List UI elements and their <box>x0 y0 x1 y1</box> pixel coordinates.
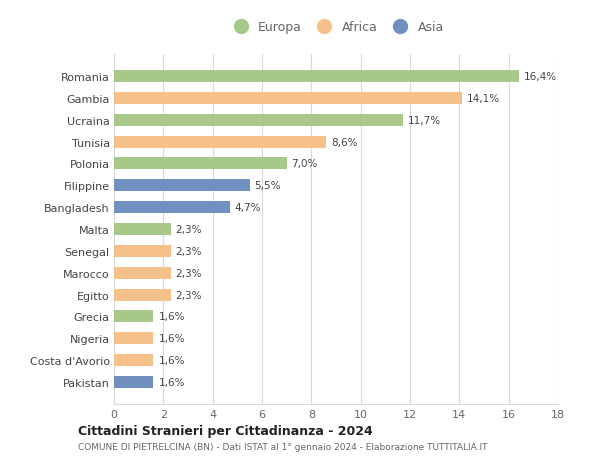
Text: Cittadini Stranieri per Cittadinanza - 2024: Cittadini Stranieri per Cittadinanza - 2… <box>78 424 373 437</box>
Text: 16,4%: 16,4% <box>523 72 557 82</box>
Bar <box>114 267 171 279</box>
Bar <box>114 289 171 301</box>
Bar <box>114 311 154 323</box>
Text: 14,1%: 14,1% <box>467 94 500 104</box>
Text: COMUNE DI PIETRELCINA (BN) - Dati ISTAT al 1° gennaio 2024 - Elaborazione TUTTIT: COMUNE DI PIETRELCINA (BN) - Dati ISTAT … <box>78 442 487 451</box>
Text: 2,3%: 2,3% <box>176 224 202 235</box>
Text: 4,7%: 4,7% <box>235 203 262 213</box>
Bar <box>114 354 154 366</box>
Bar <box>114 180 250 192</box>
Bar <box>114 224 171 235</box>
Bar <box>114 115 403 127</box>
Bar <box>114 71 518 83</box>
Text: 1,6%: 1,6% <box>158 377 185 387</box>
Text: 8,6%: 8,6% <box>331 137 358 147</box>
Text: 11,7%: 11,7% <box>407 116 440 125</box>
Bar <box>114 245 171 257</box>
Text: 2,3%: 2,3% <box>176 268 202 278</box>
Text: 2,3%: 2,3% <box>176 246 202 256</box>
Legend: Europa, Africa, Asia: Europa, Africa, Asia <box>223 16 449 39</box>
Text: 5,5%: 5,5% <box>254 181 281 191</box>
Text: 1,6%: 1,6% <box>158 334 185 343</box>
Bar <box>114 158 287 170</box>
Bar <box>114 202 230 214</box>
Text: 7,0%: 7,0% <box>292 159 318 169</box>
Bar <box>114 93 462 105</box>
Bar <box>114 376 154 388</box>
Text: 1,6%: 1,6% <box>158 355 185 365</box>
Bar <box>114 332 154 344</box>
Text: 1,6%: 1,6% <box>158 312 185 322</box>
Bar <box>114 136 326 148</box>
Text: 2,3%: 2,3% <box>176 290 202 300</box>
